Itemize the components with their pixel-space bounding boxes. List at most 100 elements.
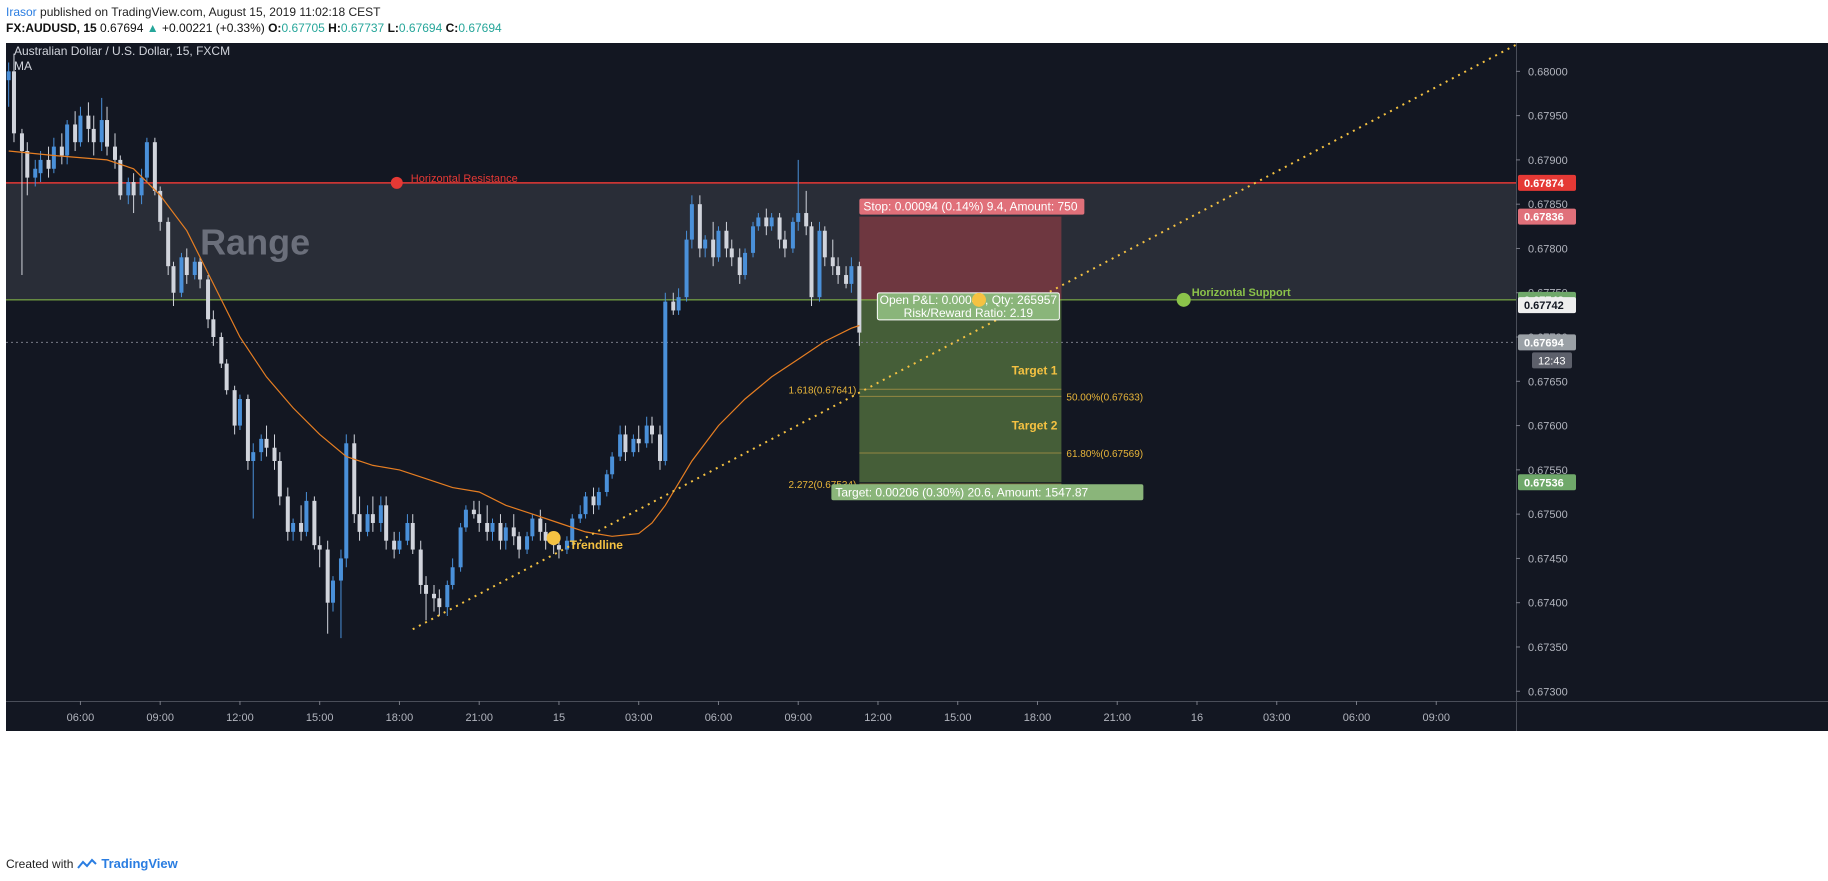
price-badge — [1518, 174, 1576, 191]
candle-body — [78, 115, 83, 143]
high-key: H: — [328, 21, 341, 35]
candle-body — [578, 514, 583, 519]
x-tick-label: 18:00 — [1024, 712, 1052, 724]
candle-body — [184, 257, 189, 276]
candle-body — [86, 115, 91, 129]
candle-body — [144, 142, 149, 178]
target-zone — [859, 299, 1062, 483]
candle-body — [809, 226, 814, 298]
y-tick-label: 0.67800 — [1528, 243, 1568, 255]
x-tick-label: 06:00 — [705, 712, 733, 724]
candle-body — [822, 230, 827, 258]
candle-body — [498, 522, 503, 541]
candle-body — [237, 399, 242, 426]
x-tick-label: 09:00 — [146, 712, 174, 724]
y-tick-label: 0.67350 — [1528, 642, 1568, 654]
candle-body — [51, 146, 56, 169]
chart-area[interactable]: 0.68000 0.67950 0.67900 0.67850 0.67800 0.677… — [6, 43, 1828, 849]
countdown-label: 12:43 — [1538, 355, 1566, 367]
support-anchor-dot — [1176, 292, 1191, 307]
x-tick-label: 21:00 — [1103, 712, 1131, 724]
candle-body — [511, 527, 516, 537]
price-badge-label: 0.67694 — [1524, 337, 1565, 349]
author-link[interactable]: Irasor — [6, 5, 37, 19]
candle-body — [224, 363, 229, 391]
candle-body — [729, 248, 734, 258]
x-tick-label: 09:00 — [1422, 712, 1450, 724]
candle-body — [65, 124, 70, 156]
candle-body — [737, 257, 742, 276]
candle-body — [211, 319, 216, 338]
candle-body — [59, 146, 64, 156]
candle-body — [131, 182, 136, 196]
candle-body — [277, 461, 282, 497]
candle-body — [751, 226, 756, 253]
x-tick-label: 06:00 — [1343, 712, 1371, 724]
candle-body — [365, 514, 370, 532]
candle-body — [703, 239, 708, 249]
candle-body — [25, 151, 30, 178]
candle-body — [517, 536, 522, 550]
candle-body — [591, 496, 596, 506]
candle-body — [604, 474, 609, 492]
candle-body — [663, 301, 668, 462]
x-tick-label: 12:00 — [226, 712, 254, 724]
y-tick-label: 0.67600 — [1528, 421, 1568, 433]
support-label: Horizontal Support — [1192, 287, 1291, 299]
candle-body — [463, 509, 468, 528]
fib-level-label: 2.272(0.67534) — [789, 480, 857, 491]
price-axis-background — [1516, 43, 1828, 701]
candle-body — [259, 438, 264, 453]
x-tick-label: 15:00 — [944, 712, 972, 724]
candle-body — [849, 266, 854, 284]
tradingview-logo-icon — [77, 858, 98, 869]
candle-body — [317, 545, 322, 550]
price-badge-label: 0.67536 — [1524, 477, 1564, 489]
candle-body — [817, 230, 822, 298]
candle-body — [538, 518, 543, 532]
candle-body — [503, 527, 508, 541]
stop-label: Stop: 0.00094 (0.14%) 9.4, Amount: 750 — [863, 200, 1077, 214]
candle-body — [291, 522, 296, 532]
fib-level-label: 50.00%(0.67633) — [1066, 392, 1143, 403]
candle-body — [33, 168, 38, 178]
candle-body — [564, 540, 569, 550]
candle-body — [384, 505, 389, 541]
candle-body — [232, 390, 237, 426]
chart-svg[interactable]: 0.68000 0.67950 0.67900 0.67850 0.67800 0.677… — [6, 43, 1828, 849]
candle-body — [11, 71, 16, 134]
candle-body — [458, 527, 463, 568]
x-tick-label: 12:00 — [864, 712, 892, 724]
symbol-info: FX:AUDUSD, 15 0.67694 ▲ +0.00221 (+0.33%… — [6, 21, 502, 35]
candle-body — [338, 558, 343, 581]
risk-reward-label: Risk/Reward Ratio: 2.19 — [904, 306, 1034, 320]
candle-body — [264, 438, 269, 448]
candle-body — [219, 337, 224, 364]
candle-body — [689, 204, 694, 240]
candle-body — [724, 230, 729, 249]
y-tick-label: 0.68000 — [1528, 66, 1568, 78]
candle-body — [583, 496, 588, 515]
candle-body — [105, 120, 110, 147]
candle-body — [631, 438, 636, 453]
candle-body — [166, 221, 171, 267]
price-badge-label: 0.67836 — [1524, 212, 1564, 224]
candle-body — [73, 124, 78, 143]
trendline — [412, 43, 1517, 631]
candle-body — [251, 452, 256, 462]
candle-body — [636, 438, 641, 444]
candle-body — [556, 545, 561, 550]
y-tick-label: 0.67500 — [1528, 509, 1568, 521]
stop-label-box — [859, 198, 1085, 215]
candle-body — [543, 531, 548, 541]
y-tick-label: 0.67950 — [1528, 111, 1568, 123]
candle-body — [352, 443, 357, 515]
candle-body — [370, 514, 375, 523]
tradingview-brand[interactable]: TradingView — [101, 856, 178, 871]
price-badge — [1518, 334, 1576, 351]
last-price: 0.67694 — [100, 21, 144, 35]
low-value: 0.67694 — [398, 21, 443, 35]
candle-body — [158, 190, 163, 222]
price-badge — [1518, 297, 1576, 314]
candle-body — [245, 399, 250, 462]
